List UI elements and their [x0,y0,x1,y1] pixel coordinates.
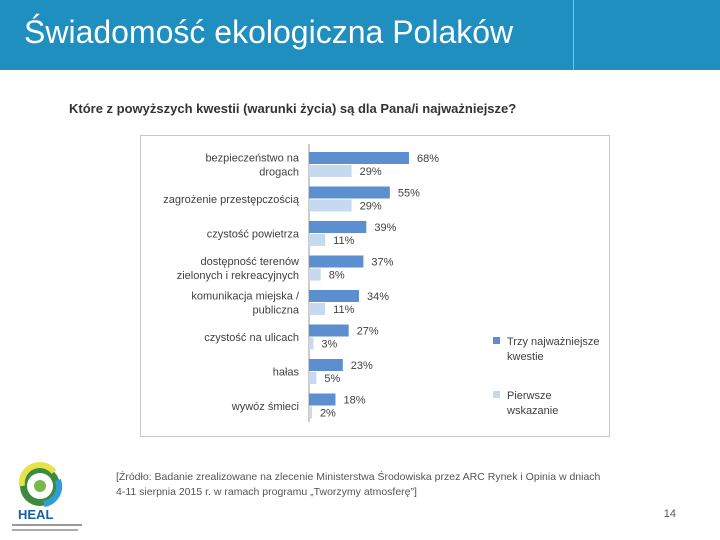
data-label-series-1: 55% [398,188,420,200]
chart-frame: bezpieczeństwo na drogach 68% 29% zagrożenie… [140,135,610,437]
data-label-series-2: 5% [324,373,340,385]
bar-series-2 [309,372,317,384]
legend-label: Trzy najważniejsze kwestie [507,336,600,363]
slide-header: Świadomość ekologiczna Polaków [0,0,720,70]
bar-series-1 [309,359,343,371]
data-label-series-2: 2% [320,408,336,420]
bar-series-1 [309,324,349,337]
source-line-2: 4-11 sierpnia 2015 r. w ramach programu … [116,486,417,498]
bar-series-1 [309,255,364,268]
source-line-1: [Źródło: Badanie zrealizowane na zleceni… [116,471,601,483]
bar-series-2 [309,165,352,177]
data-label-series-2: 29% [360,166,382,178]
data-label-series-2: 29% [360,201,382,213]
data-label-series-1: 34% [367,291,389,303]
data-label-series-2: 3% [321,339,337,351]
source-note: [Źródło: Badanie zrealizowane na zleceni… [116,470,636,500]
slide-title: Świadomość ekologiczna Polaków [24,14,514,50]
data-label-series-1: 39% [374,222,396,234]
page-number: 14 [663,508,676,520]
category-label: wywóz śmieci [231,401,299,413]
data-label-series-2: 11% [333,304,354,316]
bar-series-1 [309,290,359,302]
header-divider [573,0,574,70]
bar-series-2 [309,303,326,315]
bar-series-2 [309,234,326,246]
data-label-series-1: 18% [343,395,365,407]
bar-series-1 [309,152,409,164]
logo-text: HEAL [18,507,53,522]
data-label-series-1: 23% [351,360,373,372]
data-label-series-1: 27% [357,326,379,338]
category-label: bezpieczeństwo na drogach [205,153,299,179]
bar-series-1 [309,186,390,199]
category-label: komunikacja miejska / publiczna [191,291,300,317]
legend-label: Pierwsze wskazanie [506,390,558,417]
data-label-series-2: 8% [329,270,345,282]
bar-series-2 [309,268,321,281]
legend-swatch [493,391,500,398]
category-label: hałas [273,367,300,379]
bar-chart: bezpieczeństwo na drogach 68% 29% zagrożenie… [163,144,600,422]
bar-series-1 [309,221,367,233]
bar-series-2 [309,406,312,419]
heal-logo: HEAL [12,462,82,531]
data-label-series-1: 37% [371,257,393,269]
category-label: czystość powietrza [207,229,300,241]
data-label-series-2: 11% [333,235,354,247]
category-label: dostępność terenów zielonych i rekreacyjn… [177,256,299,282]
bar-series-1 [309,393,336,406]
category-label: zagrożenie przestępczością [163,194,300,206]
legend-swatch [493,337,500,344]
category-label: czystość na ulicach [204,332,299,344]
bar-series-2 [309,337,314,350]
bar-series-2 [309,199,352,212]
data-label-series-1: 68% [417,153,439,165]
chart-title: Które z powyższych kwestii (warunki życi… [69,101,517,116]
